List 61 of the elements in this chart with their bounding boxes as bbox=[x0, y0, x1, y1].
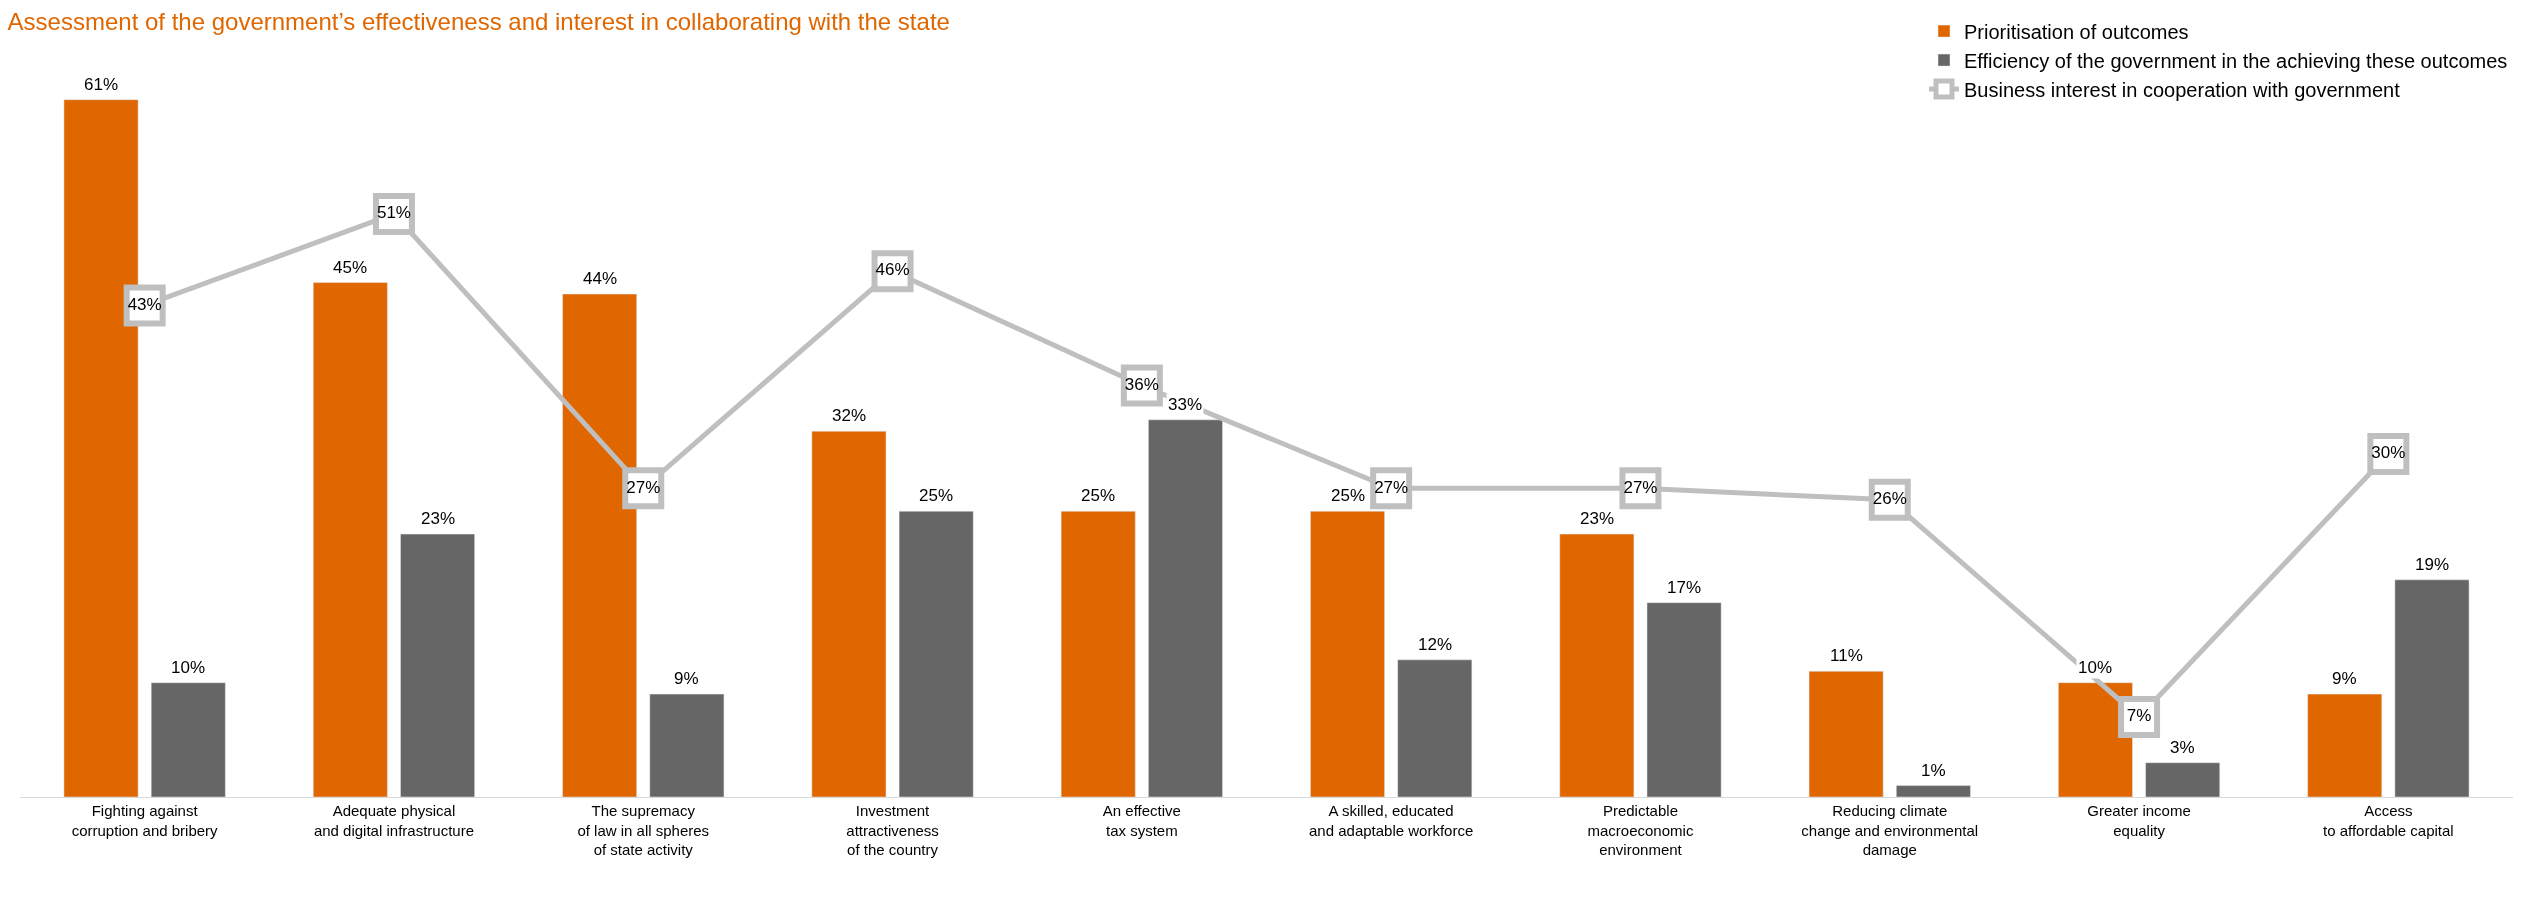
x-tick-label: Adequate physical and digital infrastructure bbox=[313, 802, 474, 839]
bar bbox=[400, 533, 475, 797]
data-label: 44% bbox=[583, 269, 618, 288]
data-label: 36% bbox=[1124, 374, 1159, 394]
bar bbox=[2394, 579, 2470, 797]
data-label: 12% bbox=[1418, 635, 1453, 654]
legend-label: Prioritisation of outcomes bbox=[1964, 20, 2189, 43]
bar bbox=[150, 682, 226, 797]
legend-label: Efficiency of the government in the achieving these outcomes bbox=[1964, 49, 2508, 72]
data-label: 26% bbox=[1872, 489, 1907, 509]
data-label: 32% bbox=[832, 406, 867, 425]
data-label: 61% bbox=[84, 75, 119, 94]
x-tick-label: Investment attractiveness of the country bbox=[846, 802, 939, 858]
data-label: 25% bbox=[1331, 486, 1366, 505]
data-label: 23% bbox=[421, 509, 456, 528]
legend-label: Business interest in cooperation with government bbox=[1964, 78, 2401, 101]
data-label: 11% bbox=[1830, 646, 1863, 665]
x-tick-label: A skilled, educated and adaptable workforce bbox=[1309, 802, 1474, 839]
x-tick-label: An effective tax system bbox=[1102, 802, 1181, 839]
data-label: 27% bbox=[1623, 477, 1658, 497]
bar bbox=[649, 693, 725, 797]
data-label: 30% bbox=[2371, 443, 2406, 463]
data-label: 27% bbox=[626, 477, 661, 497]
x-tick-label: Reducing climate change and environmental damage bbox=[1801, 802, 1979, 858]
x-tick-label: The supremacy of law in all spheres of state activity bbox=[577, 802, 710, 858]
bar bbox=[1808, 671, 1884, 797]
x-tick-label: Predictable macroeconomic environment bbox=[1587, 802, 1694, 858]
bar bbox=[1310, 510, 1385, 797]
bar bbox=[2145, 762, 2221, 797]
data-label: 45% bbox=[333, 258, 368, 277]
data-label: 10% bbox=[171, 658, 206, 677]
data-label: 51% bbox=[376, 203, 411, 223]
x-tick-label: Greater income equality bbox=[2087, 802, 2191, 839]
bar bbox=[1559, 533, 1635, 797]
data-label: 7% bbox=[2126, 706, 2152, 726]
data-label: 10% bbox=[2078, 658, 2113, 677]
data-label: 19% bbox=[2415, 555, 2450, 574]
bar bbox=[312, 282, 388, 797]
data-label: 1% bbox=[1921, 761, 1946, 780]
x-tick-label: Fighting against corruption and bribery bbox=[71, 802, 219, 839]
bar bbox=[1060, 510, 1136, 797]
data-label: 9% bbox=[2332, 669, 2357, 688]
data-label: 23% bbox=[1580, 509, 1615, 528]
x-tick-label: Access to affordable capital bbox=[2323, 802, 2454, 839]
bar bbox=[811, 430, 887, 797]
data-label: 43% bbox=[127, 294, 162, 314]
data-label: 25% bbox=[1081, 486, 1116, 505]
bar bbox=[1397, 659, 1473, 797]
data-label: 17% bbox=[1667, 578, 1702, 597]
data-label: 46% bbox=[875, 260, 910, 280]
bar bbox=[1646, 602, 1722, 797]
bar bbox=[1896, 785, 1971, 797]
chart-title: Assessment of the government’s effectiveness and interest in collaborating with the state bbox=[7, 8, 950, 36]
bar bbox=[2307, 693, 2383, 797]
data-label: 25% bbox=[919, 486, 954, 505]
data-label: 27% bbox=[1374, 477, 1409, 497]
data-label: 33% bbox=[1168, 395, 1203, 414]
data-label: 3% bbox=[2170, 738, 2195, 757]
bar bbox=[898, 510, 974, 797]
data-label: 9% bbox=[674, 669, 699, 688]
bar bbox=[1148, 419, 1223, 797]
